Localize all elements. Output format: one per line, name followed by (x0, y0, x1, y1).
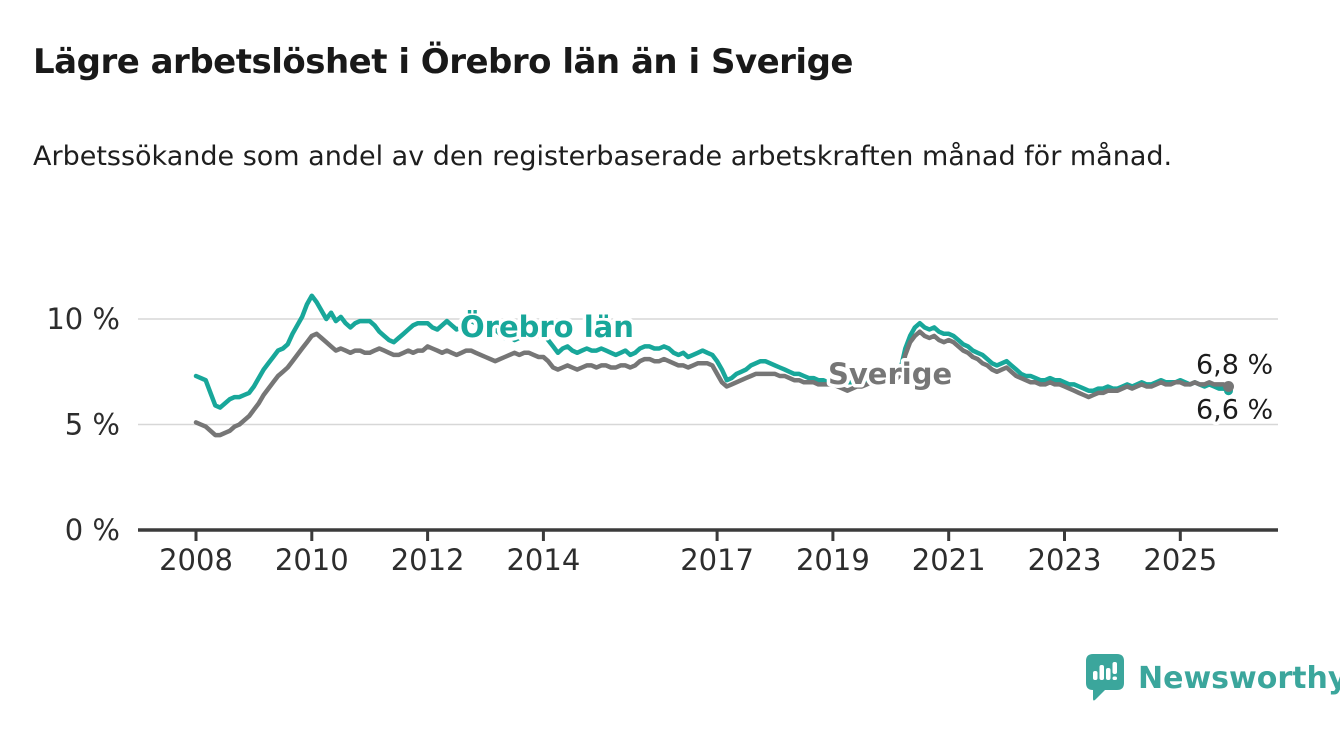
x-axis-label: 2023 (1028, 543, 1102, 577)
series-name-label-sverige: Sverige (828, 357, 952, 391)
x-axis-label: 2008 (159, 543, 233, 577)
end-value-label-sverige: 6,8 % (1196, 350, 1273, 381)
newsworthy-logo-icon speech-bubble-bar-chart-icon (1086, 654, 1124, 701)
newsworthy-logo: Newsworthy (1086, 654, 1340, 702)
series-end-dot-sverige (1223, 381, 1234, 392)
x-axis-label: 2025 (1143, 543, 1217, 577)
chart-title: Lägre arbetslöshet i Örebro län än i Sve… (33, 42, 853, 82)
x-axis-label: 2021 (912, 543, 986, 577)
y-axis-label: 5 % (65, 408, 120, 442)
series-line-sverige (193, 329, 1231, 438)
x-axis-label: 2019 (796, 543, 870, 577)
x-axis-label: 2012 (391, 543, 465, 577)
x-axis-label: 2010 (275, 543, 349, 577)
x-axis-label: 2014 (506, 543, 580, 577)
logo-bars (1093, 662, 1117, 680)
x-axis-label: 2017 (680, 543, 754, 577)
y-axis-label: 0 % (65, 513, 120, 547)
series-name-label-orebro: Örebro län (460, 310, 634, 344)
newsworthy-logo-text: Newsworthy (1138, 660, 1340, 696)
series-line-orebro (193, 293, 1231, 410)
end-value-label-orebro: 6,6 % (1196, 395, 1273, 426)
chart-subtitle: Arbetssökande som andel av den registerb… (33, 141, 1173, 172)
y-axis-label: 10 % (46, 302, 120, 336)
